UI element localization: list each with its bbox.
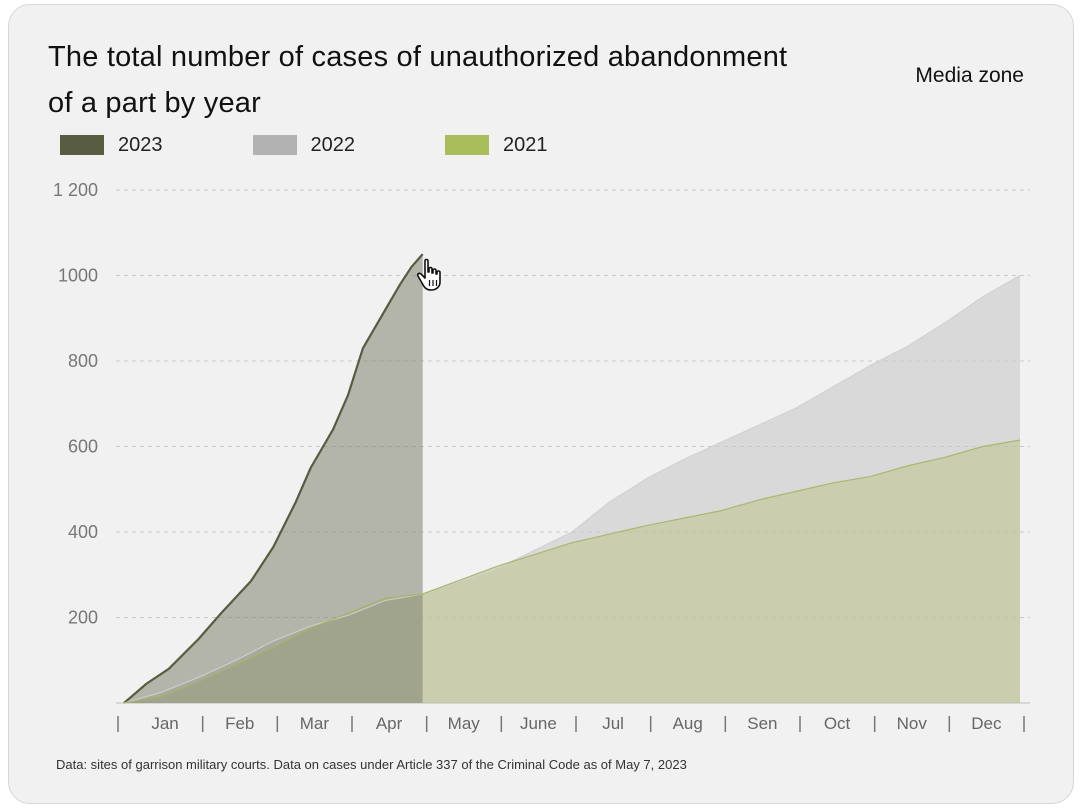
- y-tick-label: 800: [68, 351, 98, 371]
- x-tick-label: Nov: [897, 714, 928, 733]
- x-tick-label: May: [448, 714, 481, 733]
- legend-swatch-2021: [445, 135, 489, 155]
- line-series-2021: [123, 439, 1021, 704]
- data-source-note: Data: sites of garrison military courts.…: [56, 757, 687, 772]
- legend-label-2022: 2022: [310, 133, 356, 156]
- x-tick-label: Sen: [747, 714, 777, 733]
- legend-swatch-2022: [252, 135, 297, 155]
- area-series-2022: [124, 275, 1020, 703]
- x-tick-label: Aug: [673, 714, 703, 733]
- hand-cursor-icon: [416, 258, 441, 291]
- y-tick-label: 400: [68, 522, 98, 542]
- line-series-2023: [123, 253, 424, 704]
- x-tick-label: Feb: [225, 714, 254, 733]
- media-zone-label: Media zone: [915, 64, 1024, 87]
- y-tick-label: 1000: [58, 266, 98, 286]
- legend-swatch-2023: [60, 135, 104, 155]
- x-tick-label: Jan: [151, 714, 178, 733]
- y-tick-label: 1 200: [53, 180, 98, 200]
- x-tick-label: June: [520, 714, 557, 733]
- legend: 2023 2022 2021: [60, 132, 638, 158]
- x-tick-label: Apr: [376, 714, 403, 733]
- legend-label-2023: 2023: [118, 133, 163, 156]
- area-series-2023: [124, 254, 423, 703]
- y-tick-label: 200: [68, 608, 98, 628]
- line-series-2022: [123, 274, 1021, 704]
- legend-item-2023: 2023: [60, 132, 163, 158]
- y-tick-label: 600: [68, 437, 98, 457]
- legend-label-2021: 2021: [503, 133, 548, 156]
- x-tick-label: Mar: [300, 714, 330, 733]
- x-tick-label: Dec: [971, 714, 1002, 733]
- chart-title: The total number of cases of unauthorize…: [48, 41, 788, 119]
- legend-item-2022: 2022: [252, 132, 356, 158]
- x-tick-label: Oct: [824, 714, 851, 733]
- legend-item-2021: 2021: [445, 132, 548, 158]
- x-tick-label: Jul: [602, 714, 624, 733]
